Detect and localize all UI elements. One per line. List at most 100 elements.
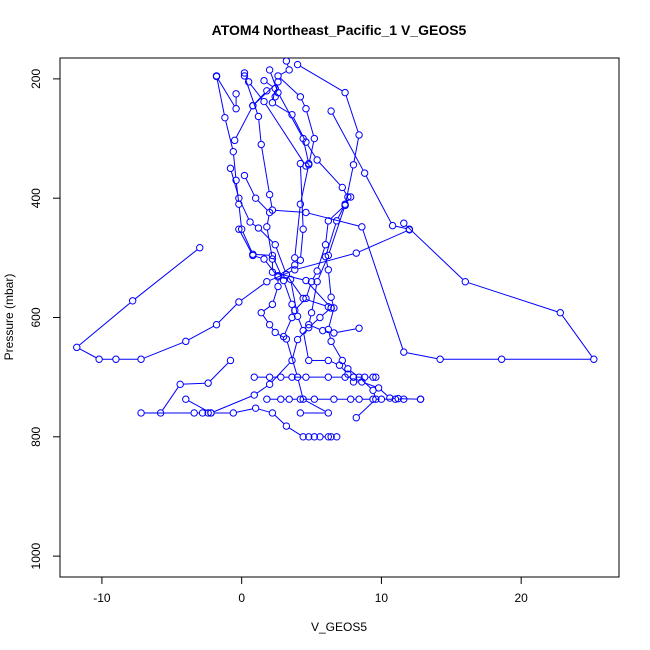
series-segment <box>256 253 270 256</box>
data-point <box>221 113 229 122</box>
series-segment <box>238 207 242 227</box>
data-point <box>263 223 271 231</box>
data-point <box>316 433 324 441</box>
data-point <box>388 221 397 230</box>
data-point <box>405 225 414 233</box>
data-point <box>313 156 321 164</box>
data-point <box>330 304 338 312</box>
series-segment <box>322 309 330 316</box>
data-point <box>291 306 299 315</box>
plot-frame <box>59 57 620 578</box>
data-point <box>330 329 338 337</box>
series-segment <box>561 315 593 357</box>
series-segment <box>250 84 263 100</box>
data-point <box>285 66 293 74</box>
series-segment <box>303 141 309 161</box>
series-segment <box>345 167 354 203</box>
series-segment <box>280 266 293 275</box>
series-segment <box>143 342 183 359</box>
series-segment <box>303 333 309 358</box>
series-segment <box>269 197 273 208</box>
series-segment <box>294 207 301 255</box>
series <box>137 356 341 441</box>
data-point <box>204 379 212 387</box>
series-segment <box>239 200 250 220</box>
data-point <box>190 409 198 417</box>
data-point <box>302 294 310 303</box>
data-point <box>226 356 235 365</box>
data-point <box>358 223 366 231</box>
x-tick-label: -10 <box>93 591 111 605</box>
series <box>212 72 240 113</box>
series-segment <box>297 380 303 397</box>
series-segment <box>258 119 262 142</box>
data-point <box>344 365 352 373</box>
data-point <box>182 337 190 346</box>
series-segment <box>266 215 270 224</box>
series-segment <box>257 200 268 211</box>
data-point <box>341 201 349 210</box>
data-point <box>265 373 274 381</box>
data-point <box>305 323 313 332</box>
data-point <box>299 225 307 233</box>
data-point <box>319 326 327 335</box>
series <box>182 304 335 417</box>
series-segment <box>312 273 317 280</box>
series-segment <box>217 78 235 107</box>
series <box>327 107 414 233</box>
data-point <box>327 304 335 312</box>
series-segment <box>79 348 97 359</box>
series <box>240 72 598 363</box>
series-segment <box>290 282 298 314</box>
data-point <box>310 433 319 441</box>
data-point <box>196 244 204 252</box>
data-point <box>73 343 81 352</box>
series-segment <box>328 208 345 253</box>
data-point <box>198 409 207 417</box>
data-point <box>260 97 268 106</box>
series-segment <box>332 343 342 358</box>
data-point <box>254 224 263 232</box>
data-point <box>296 409 305 417</box>
data-point <box>137 409 145 417</box>
data-point <box>293 60 302 69</box>
series-segment <box>292 342 298 358</box>
series <box>212 72 296 341</box>
series-segment <box>308 212 359 227</box>
data-point <box>313 267 321 275</box>
series-segment <box>353 138 359 162</box>
series-segment <box>256 385 268 394</box>
data-point <box>282 422 291 430</box>
data-point <box>263 278 271 286</box>
data-point <box>263 395 271 403</box>
x-axis: -10 0 10 20 <box>93 576 528 605</box>
series <box>274 58 319 262</box>
data-point <box>249 250 257 258</box>
series-segment <box>263 305 271 312</box>
data-point <box>291 254 299 262</box>
series-segment <box>275 247 286 272</box>
data-point <box>156 409 165 417</box>
data-point <box>212 320 221 329</box>
series-segment <box>317 258 328 279</box>
data-point <box>112 355 120 363</box>
data-point <box>352 414 360 422</box>
data-point <box>352 249 360 257</box>
data-point <box>391 395 400 403</box>
data-point <box>324 217 333 225</box>
data-point <box>226 164 235 173</box>
data-point <box>268 99 277 107</box>
data-point <box>355 373 363 381</box>
series-segment <box>245 178 255 196</box>
series-segment <box>274 103 290 114</box>
series-segment <box>216 78 225 115</box>
data-point <box>355 131 363 139</box>
series-segment <box>330 207 344 220</box>
series-segment <box>279 95 303 136</box>
y-axis-label: Pressure (mbar) <box>2 274 16 361</box>
data-point <box>436 355 444 363</box>
series-segment <box>239 231 252 253</box>
data-point <box>250 373 258 381</box>
data-point <box>302 373 310 381</box>
